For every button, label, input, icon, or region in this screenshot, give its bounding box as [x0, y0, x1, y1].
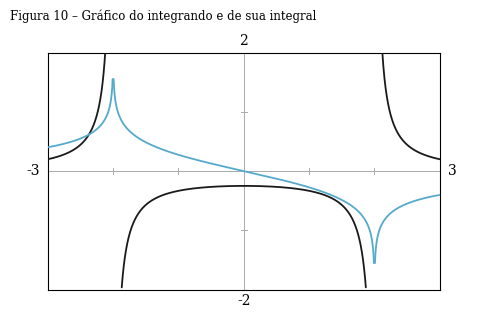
Text: Figura 10 – Gráfico do integrando e de sua integral: Figura 10 – Gráfico do integrando e de s… — [10, 10, 316, 23]
Text: 2: 2 — [239, 34, 248, 48]
Text: -3: -3 — [26, 164, 40, 178]
Text: 3: 3 — [447, 164, 456, 178]
Text: -2: -2 — [237, 294, 250, 308]
